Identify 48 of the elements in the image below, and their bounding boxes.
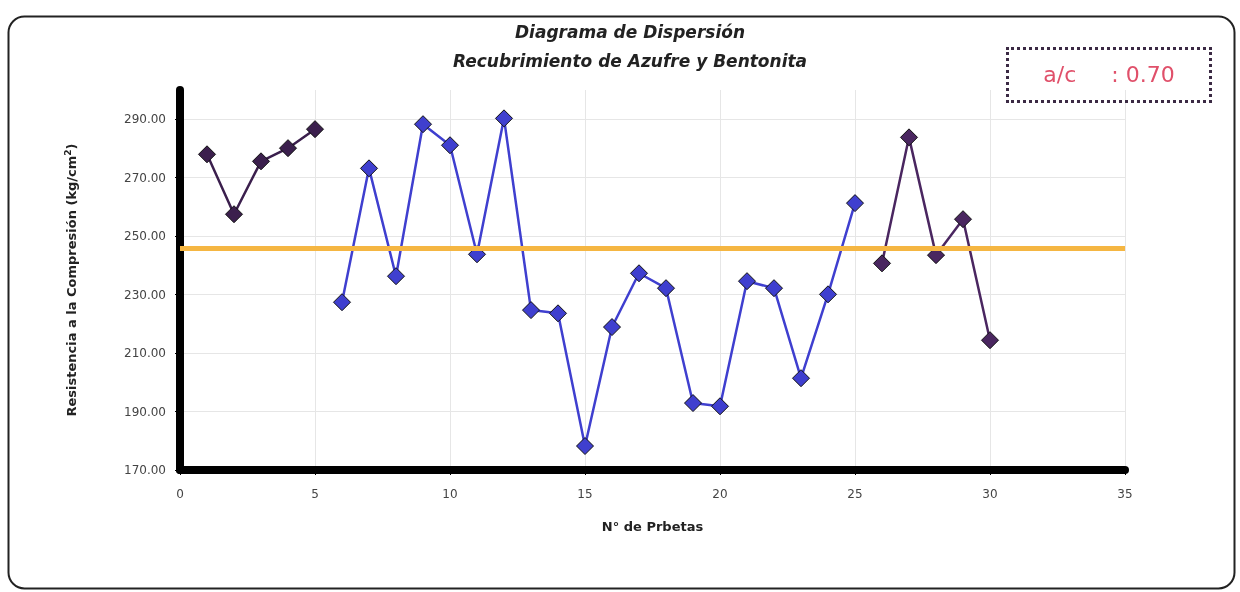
point bbox=[387, 267, 405, 286]
point bbox=[630, 264, 648, 283]
y-tick-label: 190.00 bbox=[124, 404, 166, 419]
point bbox=[765, 279, 783, 298]
point bbox=[792, 369, 810, 388]
point bbox=[603, 318, 621, 337]
point bbox=[846, 194, 864, 213]
y-tick-label: 230.00 bbox=[124, 287, 166, 302]
x-axis-title: N° de Prbetas bbox=[601, 519, 704, 534]
y-tick-label: 170.00 bbox=[124, 463, 166, 477]
x-tick-label: 35 bbox=[1117, 487, 1133, 501]
point bbox=[711, 397, 729, 416]
x-tick-label: 10 bbox=[442, 487, 458, 501]
point bbox=[954, 210, 972, 229]
point bbox=[873, 254, 891, 273]
x-tick-label: 25 bbox=[847, 487, 863, 501]
point bbox=[333, 293, 351, 312]
point bbox=[576, 437, 594, 456]
point bbox=[684, 394, 702, 413]
chart-subtitle: Recubrimiento de Azufre y Bentonita bbox=[452, 50, 808, 71]
x-tick-label: 15 bbox=[577, 487, 593, 501]
y-tick-label: 250.00 bbox=[124, 229, 166, 244]
point bbox=[495, 109, 513, 128]
chart-title: Diagrama de Dispersión bbox=[514, 21, 746, 42]
point bbox=[981, 331, 999, 350]
point bbox=[306, 120, 324, 139]
point bbox=[198, 145, 216, 164]
x-tick-label: 20 bbox=[712, 487, 728, 501]
point bbox=[279, 139, 297, 158]
note-box: a/c : 0.70 bbox=[1006, 47, 1212, 103]
x-tick-label: 0 bbox=[176, 487, 184, 501]
point bbox=[225, 205, 243, 224]
point bbox=[441, 136, 459, 155]
point bbox=[549, 304, 567, 323]
point bbox=[522, 301, 540, 320]
point bbox=[900, 128, 918, 147]
point bbox=[360, 159, 378, 178]
point bbox=[738, 272, 756, 291]
x-tick-label: 30 bbox=[982, 487, 998, 501]
point bbox=[252, 152, 270, 171]
y-tick-label: 290.00 bbox=[124, 112, 166, 127]
y-axis-title: Resistencia a la Compresión (kg/cm2) bbox=[62, 143, 79, 417]
y-tick-label: 270.00 bbox=[124, 170, 166, 185]
point bbox=[819, 285, 837, 304]
y-tick-label: 210.00 bbox=[124, 346, 166, 361]
x-tick-label: 5 bbox=[311, 487, 319, 501]
point bbox=[657, 279, 675, 298]
point bbox=[414, 115, 432, 134]
